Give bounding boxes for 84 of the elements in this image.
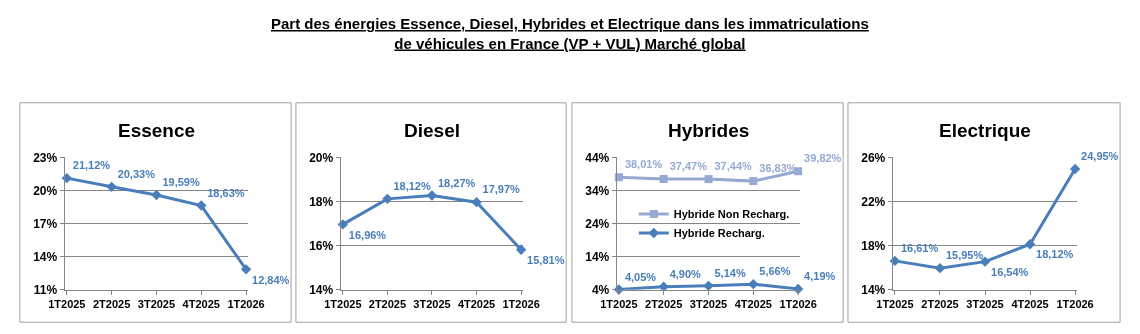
- data-label: 16,54%: [991, 265, 1029, 278]
- y-tick-label: 14%: [585, 249, 610, 264]
- x-tick-label: 1T2026: [779, 297, 817, 310]
- data-label: 24,95%: [1081, 150, 1119, 163]
- x-tick-label: 1T2026: [227, 297, 265, 310]
- y-tick-label: 14%: [861, 282, 886, 297]
- y-tick-label: 26%: [861, 150, 886, 165]
- x-tick-label: 4T2025: [734, 297, 772, 310]
- x-tick-label: 1T2025: [600, 297, 638, 310]
- data-label: 20,33%: [117, 168, 156, 181]
- data-label: 18,12%: [1036, 248, 1074, 261]
- point: [748, 278, 759, 290]
- x-tick-label: 4T2025: [182, 297, 220, 310]
- data-label: 5,14%: [714, 267, 746, 280]
- chart-title: Essence: [118, 120, 196, 141]
- data-label: 39,82%: [804, 152, 842, 165]
- x-tick-label: 3T2025: [413, 297, 451, 310]
- point: [471, 196, 482, 208]
- x-tick-label: 2T2025: [368, 297, 407, 310]
- point: [659, 175, 668, 183]
- x-tick-label: 1T2026: [1056, 297, 1094, 310]
- y-tick-label: 17%: [33, 216, 58, 231]
- x-tick-label: 4T2025: [1011, 297, 1049, 310]
- data-label: 38,01%: [624, 158, 663, 171]
- x-tick-label: 1T2025: [876, 297, 914, 310]
- data-label: 37,47%: [669, 160, 708, 173]
- text: Part des énergies Essence, Diesel, Hybrides et Electrique dans les immatriculations de véhicules en France (VP + VUL) Marché global: [271, 15, 869, 52]
- point: [934, 262, 946, 274]
- data-label: 15,95%: [945, 249, 984, 262]
- x-tick-label: 1T2025: [48, 297, 86, 310]
- y-tick-label: 4%: [591, 282, 610, 297]
- x-tick-label: 1T2025: [324, 297, 362, 310]
- data-label: 19,59%: [162, 176, 200, 189]
- x-tick-label: 2T2025: [92, 297, 131, 310]
- x-tick-label: 3T2025: [966, 297, 1004, 310]
- y-tick-label: 20%: [309, 150, 334, 165]
- point: [704, 175, 713, 184]
- y-tick-label: 14%: [309, 282, 334, 297]
- y-tick-label: 23%: [33, 150, 58, 165]
- data-label: 18,27%: [437, 176, 476, 189]
- chart-title: Hybrides: [668, 120, 750, 141]
- y-tick-label: 18%: [861, 238, 886, 253]
- y-tick-label: 11%: [33, 282, 58, 297]
- point: [515, 244, 527, 255]
- point: [151, 189, 162, 201]
- x-tick-label: 2T2025: [921, 297, 959, 310]
- legend-label: Hybride Non Recharg.: [673, 208, 790, 221]
- data-label: 17,97%: [482, 183, 521, 196]
- y-tick-label: 44%: [585, 150, 610, 165]
- y-tick-label: 22%: [861, 194, 886, 209]
- point: [1069, 163, 1081, 175]
- data-label: 18,12%: [393, 180, 431, 193]
- data-label: 16,96%: [348, 228, 387, 241]
- data-label: 36,83%: [759, 162, 797, 175]
- point: [1024, 239, 1036, 250]
- data-label: 4,90%: [669, 267, 702, 280]
- data-label: 15,81%: [527, 254, 565, 266]
- data-label: 4,05%: [624, 270, 657, 283]
- point: [889, 255, 901, 267]
- x-tick-label: 3T2025: [137, 297, 176, 310]
- data-label: 37,44%: [714, 160, 753, 173]
- legend-label: Hybride Recharg.: [673, 227, 765, 240]
- x-tick-label: 3T2025: [689, 297, 728, 310]
- point: [196, 200, 207, 211]
- y-tick-label: 14%: [33, 249, 58, 264]
- y-tick-label: 20%: [33, 183, 58, 198]
- y-tick-label: 24%: [585, 216, 610, 231]
- y-tick-label: 34%: [585, 183, 610, 198]
- y-tick-label: 18%: [309, 194, 334, 209]
- point: [426, 190, 438, 201]
- x-tick-label: 2T2025: [645, 297, 683, 310]
- data-label: 21,12%: [72, 159, 111, 172]
- data-label: 12,84%: [252, 273, 290, 286]
- point: [106, 181, 117, 193]
- x-tick-label: 4T2025: [457, 297, 496, 310]
- chart-title: Electrique: [939, 120, 1031, 141]
- point: [749, 177, 758, 186]
- y-tick-label: 16%: [309, 238, 334, 253]
- point: [382, 193, 393, 205]
- x-tick-label: 1T2026: [502, 297, 540, 310]
- point: [240, 264, 252, 275]
- data-label: 4,19%: [804, 270, 836, 283]
- chart-title: Diesel: [404, 120, 460, 141]
- data-label: 5,66%: [759, 265, 791, 278]
